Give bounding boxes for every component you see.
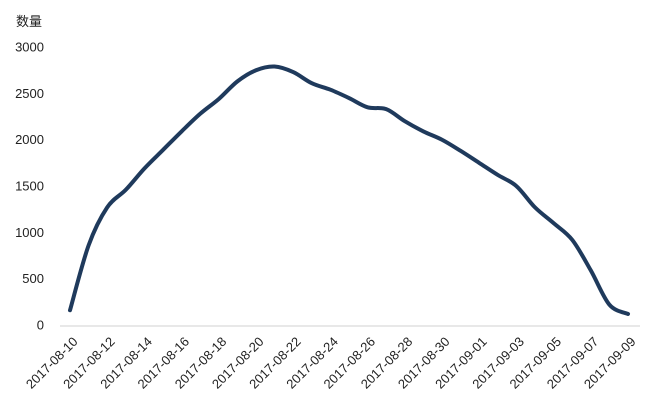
y-tick-label: 1500 xyxy=(15,178,44,193)
y-tick-label: 1000 xyxy=(15,225,44,240)
y-tick-label: 500 xyxy=(22,271,44,286)
y-tick-label: 3000 xyxy=(15,39,44,54)
y-axis-label: 数量 xyxy=(16,14,42,29)
data-line xyxy=(68,64,630,316)
y-tick-label: 2000 xyxy=(15,132,44,147)
y-tick-label: 0 xyxy=(37,317,44,332)
y-tick-label: 2500 xyxy=(15,86,44,101)
